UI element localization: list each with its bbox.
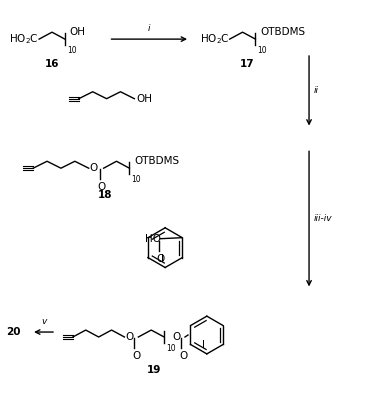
Text: 18: 18 [98, 190, 112, 200]
Text: O: O [156, 254, 165, 264]
Text: O: O [132, 351, 141, 361]
Text: 19: 19 [147, 365, 162, 375]
Text: OTBDMS: OTBDMS [261, 27, 305, 37]
Text: O: O [98, 182, 106, 192]
Text: O: O [90, 163, 98, 173]
Text: 10: 10 [67, 46, 77, 55]
Text: HO$_2$C: HO$_2$C [200, 32, 230, 46]
Text: 10: 10 [166, 344, 176, 353]
Text: HO: HO [145, 234, 160, 244]
Text: 20: 20 [6, 327, 21, 337]
Text: OH: OH [70, 27, 86, 37]
Text: 17: 17 [240, 59, 255, 69]
Text: O: O [179, 351, 187, 361]
Text: OTBDMS: OTBDMS [134, 156, 180, 166]
Text: O: O [172, 332, 180, 342]
Text: i: i [148, 24, 151, 33]
Text: I: I [202, 340, 205, 350]
Text: OH: OH [137, 94, 152, 104]
Text: 16: 16 [45, 59, 59, 69]
Text: ii: ii [314, 86, 319, 95]
Text: I: I [161, 253, 164, 264]
Text: iii-iv: iii-iv [314, 214, 333, 223]
Text: 10: 10 [131, 175, 141, 184]
Text: 10: 10 [258, 46, 267, 55]
Text: HO$_2$C: HO$_2$C [9, 32, 39, 46]
Text: v: v [41, 317, 46, 326]
Text: O: O [125, 332, 134, 342]
